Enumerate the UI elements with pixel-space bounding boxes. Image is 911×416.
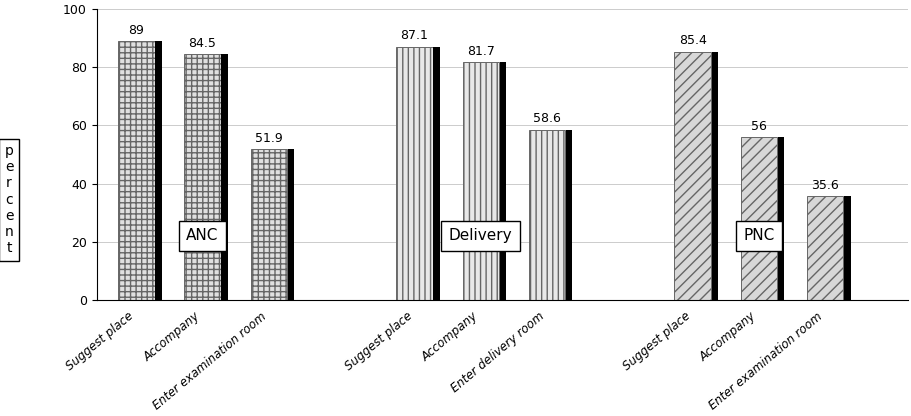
Bar	[806, 196, 843, 300]
Text: 84.5: 84.5	[189, 37, 216, 50]
Text: 58.6: 58.6	[532, 112, 560, 125]
Bar	[396, 47, 432, 300]
Bar	[843, 196, 850, 300]
Text: Delivery: Delivery	[448, 228, 512, 243]
Text: 87.1: 87.1	[400, 29, 428, 42]
Bar	[118, 41, 154, 300]
Text: 85.4: 85.4	[678, 34, 706, 47]
Bar	[251, 149, 287, 300]
Bar	[740, 137, 776, 300]
Bar	[528, 129, 565, 300]
Bar	[184, 54, 220, 300]
Bar	[155, 41, 161, 300]
Bar	[777, 137, 783, 300]
Text: 89: 89	[128, 24, 144, 37]
Bar	[462, 62, 498, 300]
Text: ANC: ANC	[186, 228, 219, 243]
Bar	[433, 47, 439, 300]
Text: 35.6: 35.6	[811, 179, 838, 192]
Bar	[221, 54, 228, 300]
Bar	[287, 149, 294, 300]
Bar	[565, 129, 572, 300]
Bar	[711, 52, 717, 300]
Text: PNC: PNC	[742, 228, 773, 243]
Text: 56: 56	[750, 120, 766, 133]
Bar	[674, 52, 710, 300]
Text: 51.9: 51.9	[255, 131, 282, 145]
Text: p
e
r
c
e
n
t: p e r c e n t	[5, 144, 14, 255]
Text: 81.7: 81.7	[466, 45, 494, 58]
Bar	[499, 62, 506, 300]
